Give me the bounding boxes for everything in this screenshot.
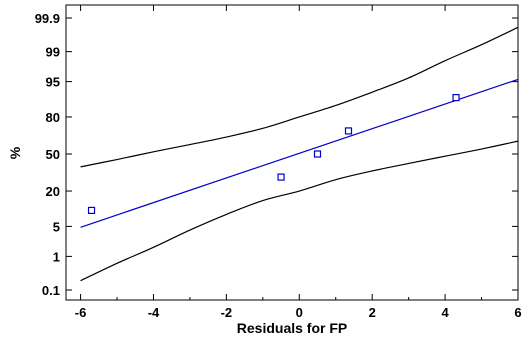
- x-tick-label: 4: [441, 305, 449, 320]
- x-tick-label: 0: [296, 305, 303, 320]
- x-tick-label: 6: [514, 305, 521, 320]
- upper-confidence-band: [80, 26, 519, 168]
- data-point: [87, 206, 96, 215]
- y-tick-label: 1: [53, 249, 60, 264]
- data-point: [313, 150, 322, 158]
- y-tick-label: 50: [46, 147, 60, 162]
- x-tick-label: -2: [221, 305, 233, 320]
- confidence-bands: [80, 26, 519, 282]
- x-axis-label: Residuals for FP: [237, 320, 347, 336]
- y-tick-label: 99.9: [35, 11, 60, 26]
- data-point: [277, 173, 285, 181]
- plot-frame: [65, 4, 519, 301]
- y-tick-label: 99: [46, 45, 60, 60]
- fit-line-group: [80, 78, 519, 228]
- y-axis-label: %: [7, 146, 23, 159]
- y-tick-label: 20: [46, 184, 60, 199]
- y-tick-label: 5: [53, 219, 60, 234]
- y-tick-label: 80: [46, 110, 60, 125]
- x-tick-label: 2: [369, 305, 376, 320]
- x-tick-label: -4: [148, 305, 160, 320]
- x-tick-label: -6: [75, 305, 87, 320]
- x-axis: -6 -4 -2 0 2 4 6: [75, 5, 522, 320]
- fit-line: [80, 78, 519, 228]
- y-tick-label: 95: [46, 75, 60, 90]
- data-point: [452, 93, 460, 102]
- data-point: [344, 127, 353, 135]
- data-points: [87, 93, 460, 215]
- y-axis: 0.1 1 5 20 50 80 95 99 99.9: [35, 11, 518, 298]
- lower-confidence-band: [80, 140, 519, 282]
- y-tick-label: 0.1: [42, 283, 60, 298]
